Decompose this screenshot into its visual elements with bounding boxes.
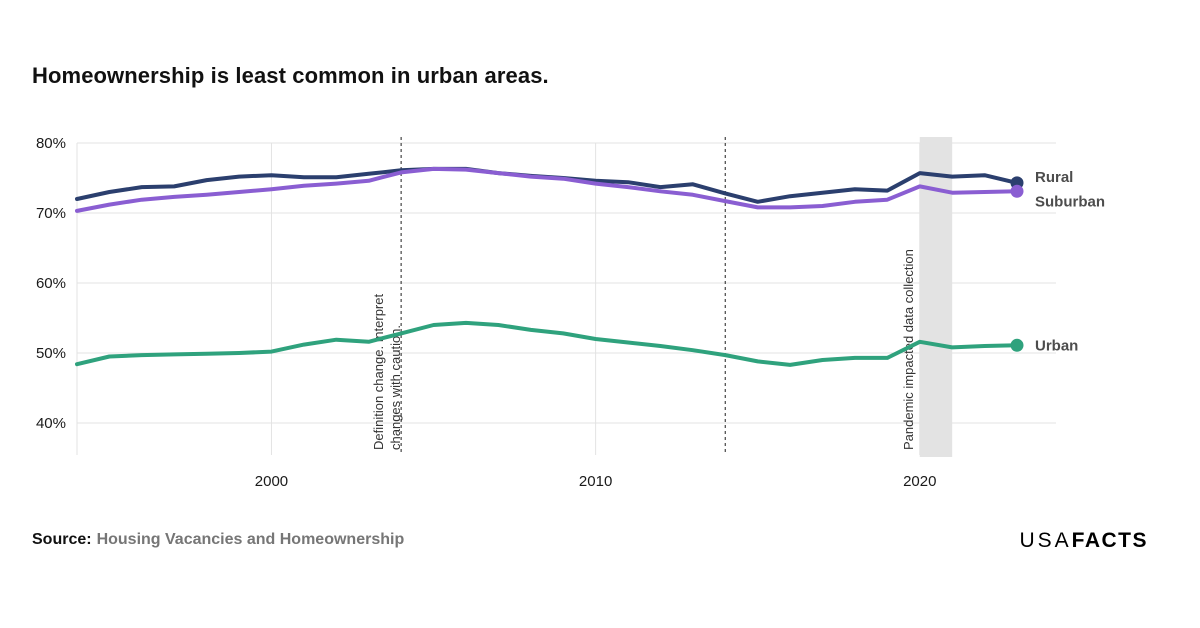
source-text: Housing Vacancies and Homeownership — [96, 531, 405, 548]
urban-series-label: Urban — [1035, 337, 1078, 354]
source-row: Source: Housing Vacancies and Homeownersh… — [32, 531, 404, 549]
x-axis-tick-labels: 2000 2010 2020 — [255, 473, 937, 490]
xtick-2020: 2020 — [903, 473, 936, 490]
xtick-2010: 2010 — [579, 473, 612, 490]
y-axis-tick-labels: 80% 70% 60% 50% 40% — [36, 135, 66, 432]
definition-change-annotation: Definition change. Interpret changes wit… — [371, 290, 403, 450]
page-title: Homeownership is least common in urban a… — [32, 62, 549, 88]
dashed-reference-lines — [400, 137, 726, 455]
usafacts-logo-facts: FACTS — [1071, 529, 1148, 552]
rural-line — [75, 166, 1019, 204]
urban-endpoint-dot — [1010, 338, 1024, 352]
ytick-40: 40% — [36, 415, 66, 432]
ytick-80: 80% — [36, 135, 66, 152]
xtick-2000: 2000 — [255, 473, 288, 490]
usafacts-logo-usa: USA — [1019, 529, 1072, 552]
source-label: Source: — [32, 531, 92, 548]
pandemic-band — [919, 137, 953, 457]
pandemic-band-group — [919, 137, 953, 457]
ytick-50: 50% — [36, 345, 66, 362]
suburban-endpoint-dot — [1010, 184, 1024, 198]
ytick-70: 70% — [36, 205, 66, 222]
series-endpoint-dots — [1010, 176, 1024, 352]
vertical-gridlines — [76, 143, 921, 455]
ytick-60: 60% — [36, 275, 66, 292]
series-end-labels: Rural Suburban Urban — [1035, 169, 1105, 354]
series-lines — [75, 166, 1019, 367]
usafacts-logo: USAFACTS — [1019, 530, 1148, 551]
rural-series-label: Rural — [1035, 169, 1073, 186]
urban-line — [75, 320, 1019, 367]
suburban-series-label: Suburban — [1035, 193, 1105, 210]
suburban-line — [75, 166, 1019, 213]
